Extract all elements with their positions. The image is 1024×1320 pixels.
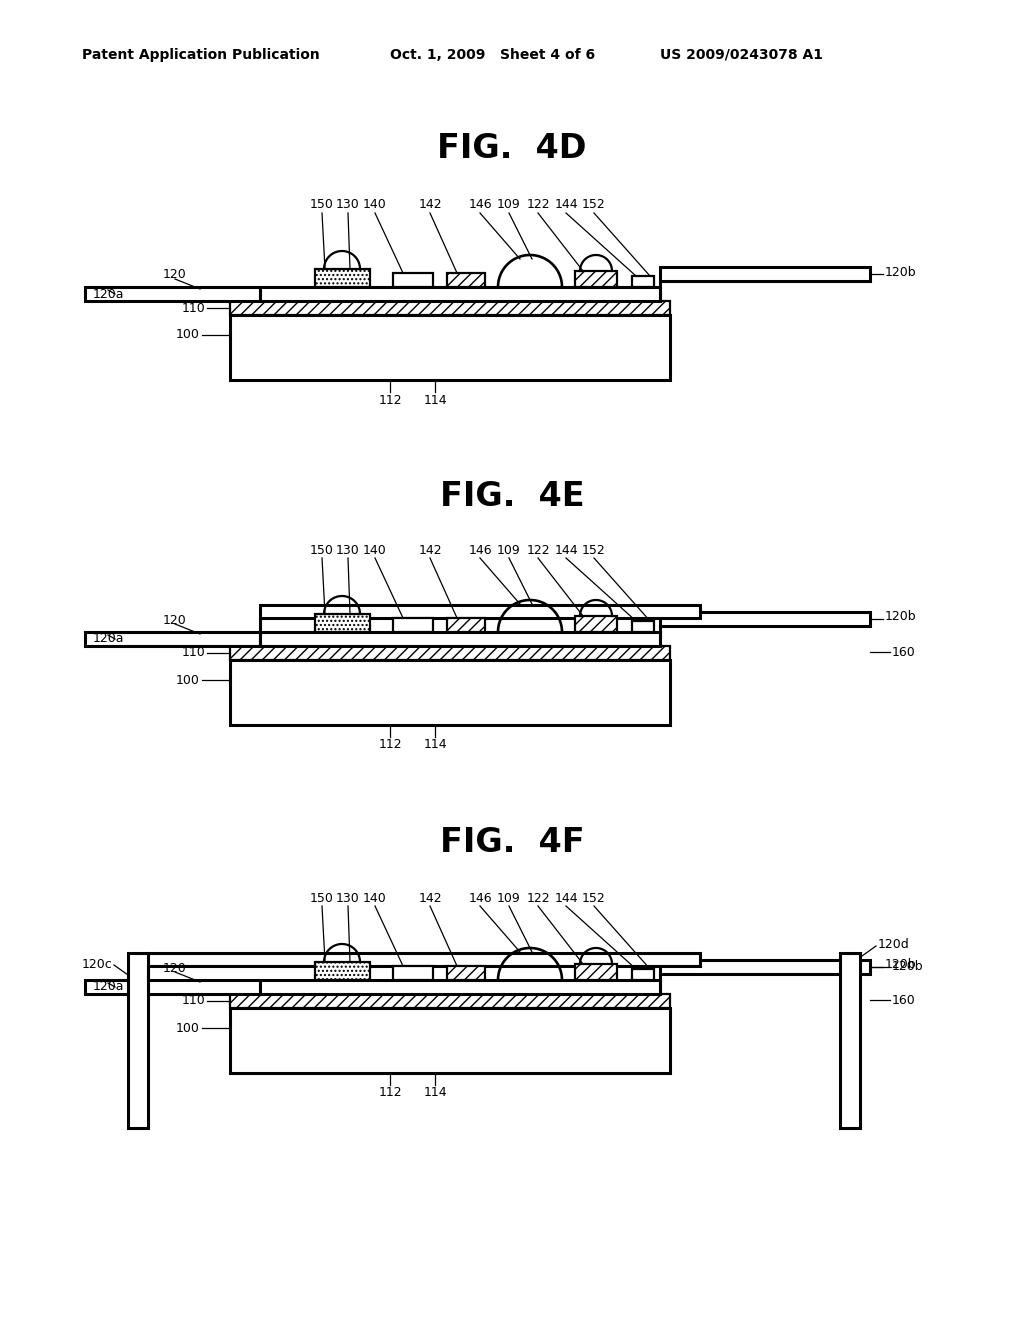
Text: US 2009/0243078 A1: US 2009/0243078 A1 bbox=[660, 48, 823, 62]
Bar bbox=[230, 645, 670, 660]
Text: 146: 146 bbox=[468, 544, 492, 557]
Text: 144: 144 bbox=[554, 891, 578, 904]
Text: 110: 110 bbox=[181, 994, 205, 1007]
Bar bbox=[260, 979, 660, 994]
Bar bbox=[632, 969, 654, 979]
Bar bbox=[128, 953, 148, 1129]
Text: 112: 112 bbox=[378, 738, 401, 751]
Bar bbox=[230, 994, 670, 1008]
Text: 130: 130 bbox=[336, 198, 359, 211]
Bar bbox=[230, 315, 670, 380]
Text: 109: 109 bbox=[497, 544, 521, 557]
Text: 142: 142 bbox=[418, 544, 441, 557]
Text: 144: 144 bbox=[554, 544, 578, 557]
Text: Oct. 1, 2009   Sheet 4 of 6: Oct. 1, 2009 Sheet 4 of 6 bbox=[390, 48, 595, 62]
Text: FIG.  4E: FIG. 4E bbox=[439, 479, 585, 512]
Bar bbox=[315, 614, 370, 632]
Bar bbox=[260, 632, 660, 645]
Text: 120: 120 bbox=[163, 961, 186, 974]
Bar bbox=[230, 1008, 670, 1073]
Text: 114: 114 bbox=[423, 1086, 446, 1100]
Text: 120a: 120a bbox=[92, 981, 124, 994]
Text: 152: 152 bbox=[582, 198, 606, 211]
Bar bbox=[447, 618, 485, 632]
Text: 120: 120 bbox=[163, 614, 186, 627]
Text: 142: 142 bbox=[418, 198, 441, 211]
Text: 112: 112 bbox=[378, 393, 401, 407]
Bar bbox=[148, 953, 700, 966]
Text: 110: 110 bbox=[181, 301, 205, 314]
Bar bbox=[230, 660, 670, 725]
Bar bbox=[85, 632, 260, 645]
Bar bbox=[315, 962, 370, 979]
Text: 130: 130 bbox=[336, 544, 359, 557]
Text: 120b: 120b bbox=[885, 265, 916, 279]
Text: 140: 140 bbox=[364, 891, 387, 904]
Text: 114: 114 bbox=[423, 738, 446, 751]
Bar bbox=[632, 620, 654, 632]
Text: 120d: 120d bbox=[878, 939, 909, 952]
Text: 160: 160 bbox=[892, 645, 915, 659]
Text: 109: 109 bbox=[497, 198, 521, 211]
Text: 140: 140 bbox=[364, 544, 387, 557]
Text: 150: 150 bbox=[310, 891, 334, 904]
Bar bbox=[85, 286, 260, 301]
Text: 120c: 120c bbox=[81, 958, 112, 972]
Text: 120b: 120b bbox=[885, 610, 916, 623]
Text: 150: 150 bbox=[310, 198, 334, 211]
Text: 100: 100 bbox=[176, 1022, 200, 1035]
Bar bbox=[447, 966, 485, 979]
Bar bbox=[575, 616, 617, 632]
Text: 160: 160 bbox=[892, 994, 915, 1006]
Text: 122: 122 bbox=[526, 198, 550, 211]
Text: 150: 150 bbox=[310, 544, 334, 557]
Bar bbox=[393, 966, 433, 979]
Text: 130: 130 bbox=[336, 891, 359, 904]
Text: 120b: 120b bbox=[885, 958, 916, 972]
Text: 120a: 120a bbox=[92, 288, 124, 301]
Text: 110: 110 bbox=[181, 647, 205, 660]
Text: 146: 146 bbox=[468, 198, 492, 211]
Text: 142: 142 bbox=[418, 891, 441, 904]
Bar bbox=[260, 605, 700, 618]
Bar bbox=[447, 273, 485, 286]
Text: 152: 152 bbox=[582, 544, 606, 557]
Bar bbox=[575, 271, 617, 286]
Bar bbox=[393, 618, 433, 632]
Text: 114: 114 bbox=[423, 393, 446, 407]
Text: 146: 146 bbox=[468, 891, 492, 904]
Text: FIG.  4D: FIG. 4D bbox=[437, 132, 587, 165]
Text: 100: 100 bbox=[176, 673, 200, 686]
Bar bbox=[393, 273, 433, 286]
Bar bbox=[85, 979, 260, 994]
Bar bbox=[575, 964, 617, 979]
Bar bbox=[660, 267, 870, 281]
Text: 152: 152 bbox=[582, 891, 606, 904]
Bar bbox=[260, 286, 660, 301]
Text: Patent Application Publication: Patent Application Publication bbox=[82, 48, 319, 62]
Bar bbox=[660, 612, 870, 626]
Bar bbox=[315, 269, 370, 286]
Text: 122: 122 bbox=[526, 891, 550, 904]
Text: 122: 122 bbox=[526, 544, 550, 557]
Text: 144: 144 bbox=[554, 198, 578, 211]
Text: 120: 120 bbox=[163, 268, 186, 281]
Bar bbox=[632, 276, 654, 286]
Text: 109: 109 bbox=[497, 891, 521, 904]
Text: 120b: 120b bbox=[892, 961, 924, 974]
Text: 120a: 120a bbox=[92, 632, 124, 645]
Bar bbox=[230, 301, 670, 315]
Text: 112: 112 bbox=[378, 1086, 401, 1100]
Bar bbox=[840, 953, 860, 1129]
Text: 100: 100 bbox=[176, 329, 200, 342]
Bar bbox=[660, 960, 870, 974]
Text: FIG.  4F: FIG. 4F bbox=[439, 825, 585, 858]
Text: 140: 140 bbox=[364, 198, 387, 211]
